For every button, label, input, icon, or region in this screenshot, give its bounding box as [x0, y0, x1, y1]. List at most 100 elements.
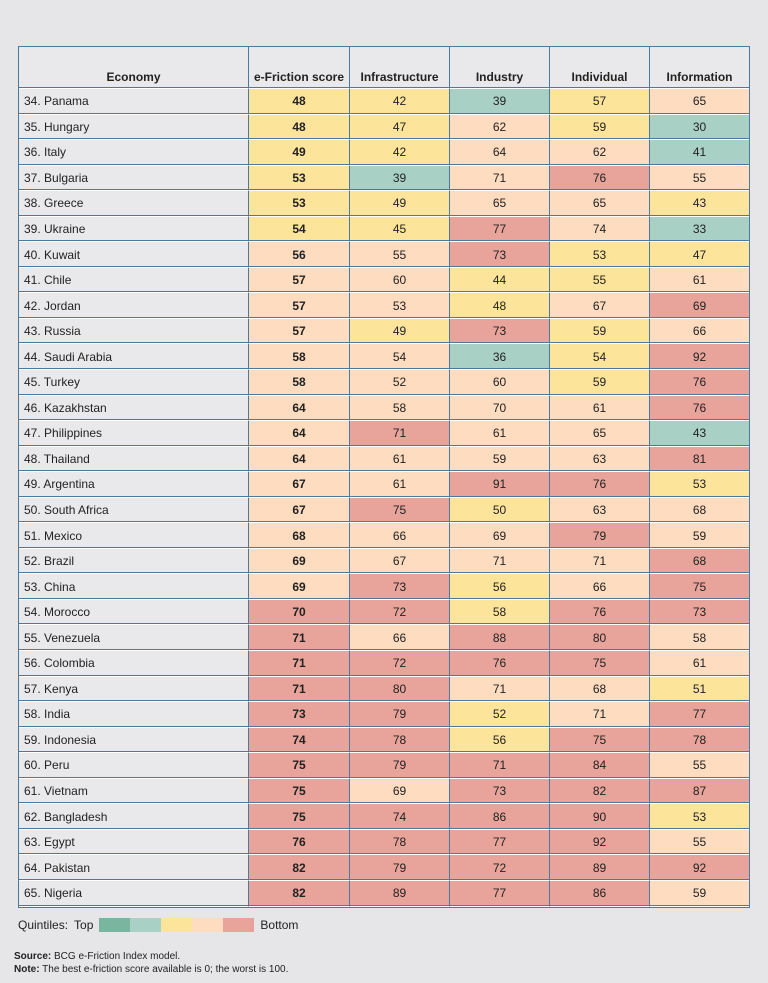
infrastructure-cell: 78 — [350, 829, 450, 856]
score-cell: 71 — [249, 676, 350, 703]
source-label: Source: — [14, 951, 52, 962]
information-cell: 65 — [650, 89, 749, 115]
legend-swatch-q5 — [223, 918, 255, 932]
individual-cell: 75 — [550, 727, 650, 754]
industry-cell: 56 — [450, 574, 550, 600]
industry-cell: 71 — [450, 165, 550, 192]
industry-cell: 60 — [450, 370, 550, 396]
score-cell: 53 — [249, 191, 350, 217]
individual-cell: 90 — [550, 804, 650, 830]
industry-cell: 39 — [450, 89, 550, 115]
table-row: 64. Pakistan 82 79 72 89 92 — [19, 855, 749, 881]
economy-name: 49. Argentina — [19, 472, 249, 498]
individual-cell: 74 — [550, 216, 650, 243]
header-score: e-Friction score — [249, 47, 350, 89]
source-text: BCG e-Friction Index model. — [51, 951, 181, 962]
infrastructure-cell: 69 — [350, 778, 450, 805]
infrastructure-cell: 80 — [350, 676, 450, 703]
information-cell: 61 — [650, 651, 749, 677]
industry-cell: 52 — [450, 702, 550, 728]
industry-cell: 56 — [450, 727, 550, 754]
infrastructure-cell: 42 — [350, 89, 450, 115]
table-row: 37. Bulgaria 53 39 71 76 55 — [19, 165, 749, 192]
header-information: Information — [650, 47, 749, 89]
information-cell: 51 — [650, 676, 749, 703]
economy-name: 47. Philippines — [19, 421, 249, 447]
individual-cell: 76 — [550, 599, 650, 626]
economy-name: 55. Venezuela — [19, 625, 249, 652]
infrastructure-cell: 61 — [350, 472, 450, 498]
economy-name: 41. Chile — [19, 267, 249, 294]
score-cell: 75 — [249, 804, 350, 830]
infrastructure-cell: 54 — [350, 344, 450, 371]
table-row: 62. Bangladesh 75 74 86 90 53 — [19, 804, 749, 830]
score-cell: 53 — [249, 165, 350, 192]
score-cell: 58 — [249, 344, 350, 371]
economy-name: 57. Kenya — [19, 676, 249, 703]
score-cell: 64 — [249, 395, 350, 422]
infrastructure-cell: 66 — [350, 625, 450, 652]
infrastructure-cell: 67 — [350, 548, 450, 575]
information-cell: 61 — [650, 267, 749, 294]
table-row: 45. Turkey 58 52 60 59 76 — [19, 370, 749, 396]
economy-name: 44. Saudi Arabia — [19, 344, 249, 371]
industry-cell: 71 — [450, 676, 550, 703]
information-cell: 92 — [650, 344, 749, 371]
score-cell: 69 — [249, 574, 350, 600]
score-cell: 48 — [249, 89, 350, 115]
infrastructure-cell: 75 — [350, 497, 450, 524]
score-cell: 67 — [249, 472, 350, 498]
individual-cell: 76 — [550, 472, 650, 498]
score-cell: 82 — [249, 855, 350, 881]
individual-cell: 65 — [550, 191, 650, 217]
industry-cell: 36 — [450, 344, 550, 371]
industry-cell: 48 — [450, 293, 550, 319]
individual-cell: 89 — [550, 855, 650, 881]
score-cell: 75 — [249, 778, 350, 805]
legend-label: Quintiles: — [18, 918, 69, 932]
table-row: 60. Peru 75 79 71 84 55 — [19, 753, 749, 779]
economy-name: 62. Bangladesh — [19, 804, 249, 830]
information-cell: 53 — [650, 804, 749, 830]
industry-cell: 59 — [450, 446, 550, 473]
information-cell: 55 — [650, 753, 749, 779]
infrastructure-cell: 52 — [350, 370, 450, 396]
infrastructure-cell: 74 — [350, 804, 450, 830]
information-cell: 92 — [650, 855, 749, 881]
information-cell: 77 — [650, 702, 749, 728]
infrastructure-cell: 45 — [350, 216, 450, 243]
information-cell: 41 — [650, 140, 749, 166]
industry-cell: 76 — [450, 651, 550, 677]
industry-cell: 73 — [450, 242, 550, 268]
economy-name: 56. Colombia — [19, 651, 249, 677]
table-row: 65. Nigeria 82 89 77 86 59 — [19, 880, 749, 907]
economy-name: 40. Kuwait — [19, 242, 249, 268]
table-row: 49. Argentina 67 61 91 76 53 — [19, 472, 749, 498]
individual-cell: 63 — [550, 497, 650, 524]
e-friction-table: Economy e-Friction score Infrastructure … — [18, 46, 750, 908]
information-cell: 68 — [650, 548, 749, 575]
industry-cell: 58 — [450, 599, 550, 626]
individual-cell: 59 — [550, 370, 650, 396]
table-row: 46. Kazakhstan 64 58 70 61 76 — [19, 395, 749, 422]
individual-cell: 84 — [550, 753, 650, 779]
infrastructure-cell: 79 — [350, 702, 450, 728]
table-row: 34. Panama 48 42 39 57 65 — [19, 89, 749, 115]
information-cell: 33 — [650, 216, 749, 243]
economy-name: 37. Bulgaria — [19, 165, 249, 192]
individual-cell: 57 — [550, 89, 650, 115]
individual-cell: 68 — [550, 676, 650, 703]
information-cell: 76 — [650, 370, 749, 396]
score-cell: 74 — [249, 727, 350, 754]
information-cell: 81 — [650, 446, 749, 473]
industry-cell: 77 — [450, 829, 550, 856]
header-economy: Economy — [19, 47, 249, 89]
infrastructure-cell: 39 — [350, 165, 450, 192]
table-row: 50. South Africa 67 75 50 63 68 — [19, 497, 749, 524]
industry-cell: 50 — [450, 497, 550, 524]
table-body: 34. Panama 48 42 39 57 65 35. Hungary 48 47 62 59 3… — [19, 89, 749, 907]
table-row: 47. Philippines 64 71 61 65 43 — [19, 421, 749, 447]
economy-name: 61. Vietnam — [19, 778, 249, 805]
individual-cell: 67 — [550, 293, 650, 319]
information-cell: 75 — [650, 574, 749, 600]
